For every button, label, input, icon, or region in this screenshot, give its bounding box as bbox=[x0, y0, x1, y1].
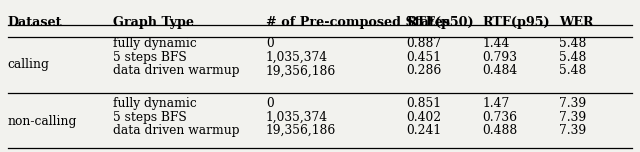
Text: data driven warmup: data driven warmup bbox=[113, 64, 239, 77]
Text: 0.851: 0.851 bbox=[406, 97, 441, 110]
Text: 19,356,186: 19,356,186 bbox=[266, 64, 336, 77]
Text: 1.44: 1.44 bbox=[483, 37, 510, 50]
Text: data driven warmup: data driven warmup bbox=[113, 124, 239, 137]
Text: 0.484: 0.484 bbox=[483, 64, 518, 77]
Text: 0.736: 0.736 bbox=[483, 111, 518, 124]
Text: non-calling: non-calling bbox=[8, 115, 77, 128]
Text: RTF(p95): RTF(p95) bbox=[483, 16, 550, 29]
Text: RTF(p50): RTF(p50) bbox=[406, 16, 474, 29]
Text: 7.39: 7.39 bbox=[559, 111, 586, 124]
Text: 1,035,374: 1,035,374 bbox=[266, 51, 328, 64]
Text: 0: 0 bbox=[266, 37, 273, 50]
Text: 5.48: 5.48 bbox=[559, 37, 586, 50]
Text: 7.39: 7.39 bbox=[559, 97, 586, 110]
Text: WER: WER bbox=[559, 16, 593, 29]
Text: 19,356,186: 19,356,186 bbox=[266, 124, 336, 137]
Text: 0.402: 0.402 bbox=[406, 111, 441, 124]
Text: 7.39: 7.39 bbox=[559, 124, 586, 137]
Text: 0.887: 0.887 bbox=[406, 37, 441, 50]
Text: 5.48: 5.48 bbox=[559, 64, 586, 77]
Text: 0.241: 0.241 bbox=[406, 124, 441, 137]
Text: Graph Type: Graph Type bbox=[113, 16, 194, 29]
Text: 0.793: 0.793 bbox=[483, 51, 518, 64]
Text: 0: 0 bbox=[266, 97, 273, 110]
Text: 0.488: 0.488 bbox=[483, 124, 518, 137]
Text: fully dynamic: fully dynamic bbox=[113, 37, 196, 50]
Text: # of Pre-composed States: # of Pre-composed States bbox=[266, 16, 450, 29]
Text: 0.286: 0.286 bbox=[406, 64, 441, 77]
Text: fully dynamic: fully dynamic bbox=[113, 97, 196, 110]
Text: 5 steps BFS: 5 steps BFS bbox=[113, 111, 187, 124]
Text: Dataset: Dataset bbox=[8, 16, 62, 29]
Text: 1.47: 1.47 bbox=[483, 97, 509, 110]
Text: 0.451: 0.451 bbox=[406, 51, 441, 64]
Text: calling: calling bbox=[8, 58, 50, 71]
Text: 1,035,374: 1,035,374 bbox=[266, 111, 328, 124]
Text: 5.48: 5.48 bbox=[559, 51, 586, 64]
Text: 5 steps BFS: 5 steps BFS bbox=[113, 51, 187, 64]
